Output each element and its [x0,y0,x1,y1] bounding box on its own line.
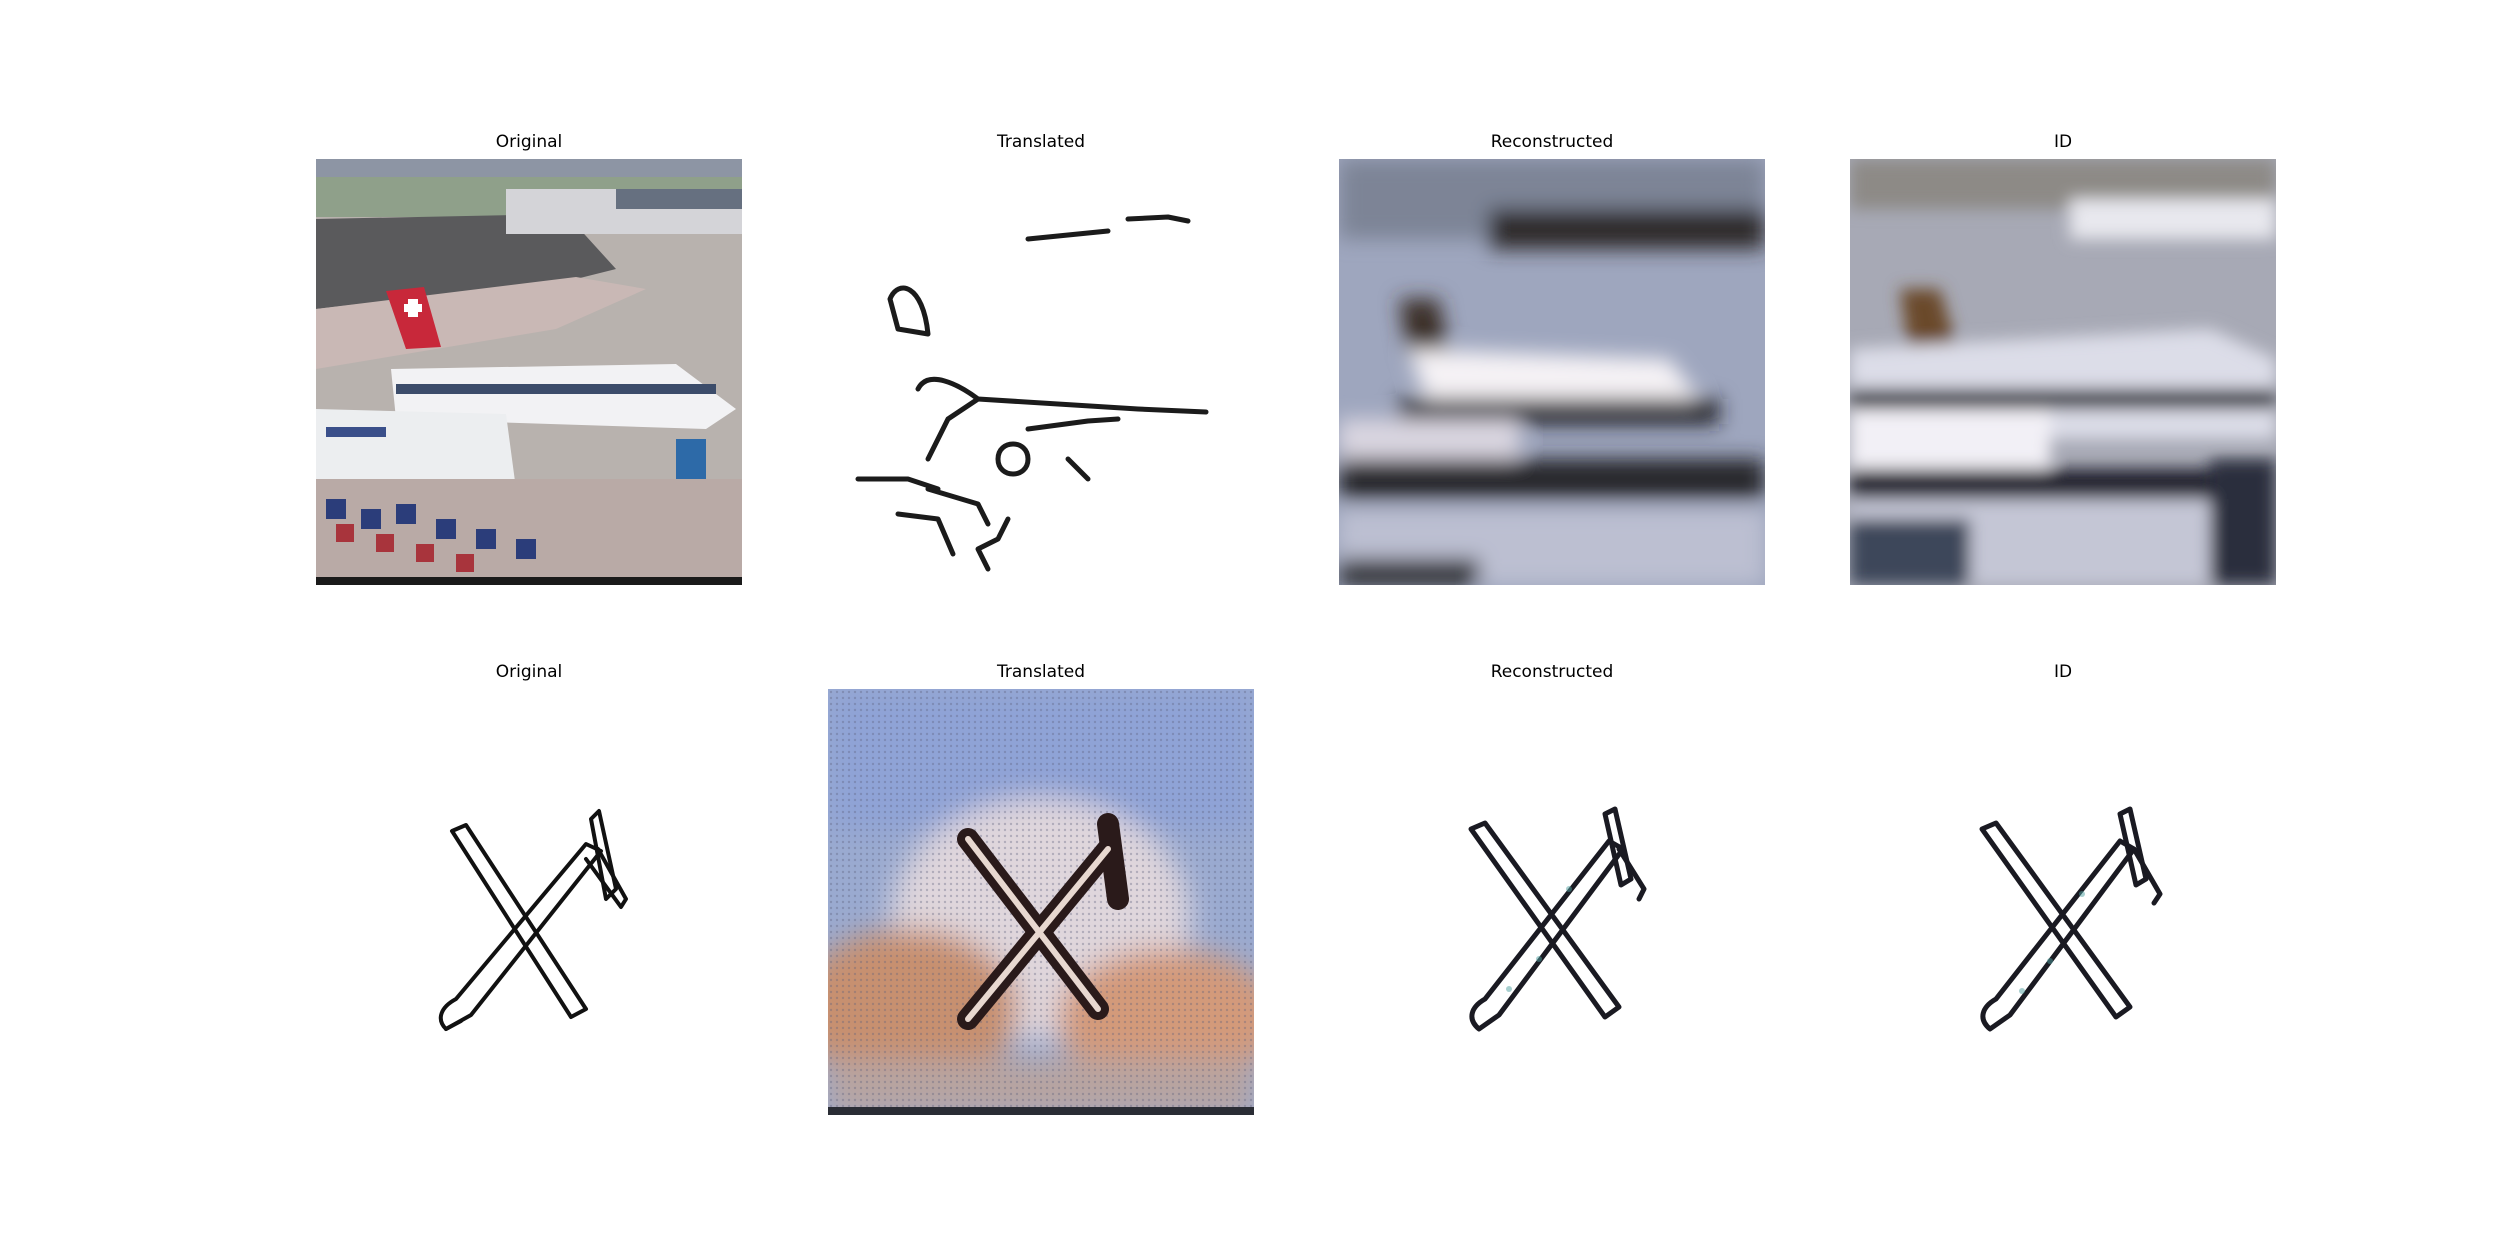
plane-sketch-original [316,689,742,1115]
airport-photo-identity [1850,159,2276,585]
plane-sketch-reconstructed [1339,689,1765,1115]
panel-title: Original [495,662,563,682]
airport-photo-image [316,159,742,585]
panel-title: ID [2053,662,2073,682]
plane-photo-translated [828,689,1254,1115]
panel-title: Reconstructed [1490,132,1614,152]
panel-title: Original [495,132,563,152]
plane-photo-translated-image [828,689,1254,1115]
panel-title: Translated [997,662,1085,682]
airport-photo-reconstructed-image [1339,159,1765,585]
sketch-translated-image [828,159,1254,585]
panel-title: ID [2053,132,2073,152]
plane-sketch-original-image [316,689,742,1115]
plane-sketch-reconstructed-image [1339,689,1765,1115]
airport-photo-identity-image [1850,159,2276,585]
airport-photo-reconstructed [1339,159,1765,585]
panel-title: Translated [997,132,1085,152]
sketch-translated [828,159,1254,585]
plane-sketch-identity-image [1850,689,2276,1115]
plane-sketch-identity [1850,689,2276,1115]
panel-title: Reconstructed [1490,662,1614,682]
airport-photo-original [316,159,742,585]
